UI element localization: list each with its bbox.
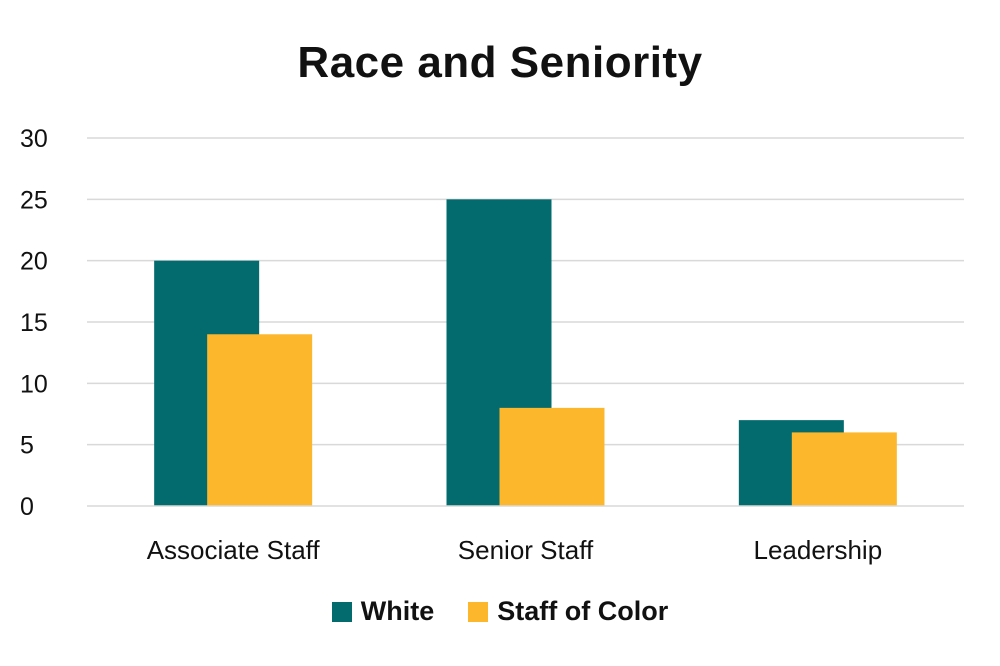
legend-label-white: White xyxy=(360,596,435,626)
y-tick-label: 0 xyxy=(20,493,34,521)
legend-swatch-staff-of-color xyxy=(468,601,489,622)
y-tick-label: 5 xyxy=(20,432,34,460)
x-axis-ticks: Associate Staff Senior Staff Leadership xyxy=(147,535,882,565)
legend-label-staff-of-color: Staff of Color xyxy=(497,596,669,626)
legend-item-staff-of-color: Staff of Color xyxy=(468,596,668,627)
chart-title: Race and Seniority xyxy=(297,38,703,87)
legend: White Staff of Color xyxy=(0,596,1000,627)
y-axis-ticks: 0 5 10 15 20 25 30 xyxy=(20,125,48,521)
y-tick-label: 30 xyxy=(20,125,48,153)
y-tick-label: 20 xyxy=(20,248,48,276)
y-tick-label: 15 xyxy=(20,309,48,337)
bar-staff-of-color xyxy=(207,334,313,506)
x-tick-label: Associate Staff xyxy=(147,535,321,565)
x-tick-label: Senior Staff xyxy=(458,535,594,565)
bars xyxy=(154,199,897,507)
bar-staff-of-color xyxy=(791,432,897,506)
y-tick-label: 10 xyxy=(20,370,48,398)
legend-item-white: White xyxy=(331,596,435,627)
legend-swatch-white xyxy=(331,601,352,622)
x-tick-label: Leadership xyxy=(754,535,883,565)
y-tick-label: 25 xyxy=(20,186,48,214)
bar-staff-of-color xyxy=(499,407,605,506)
